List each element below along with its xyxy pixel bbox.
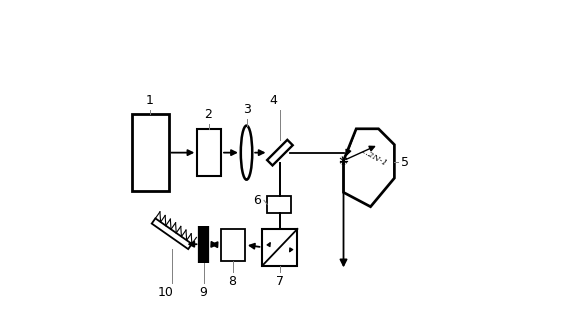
Bar — [262, 229, 297, 266]
Polygon shape — [152, 218, 192, 249]
Text: 7: 7 — [276, 275, 284, 288]
Text: 8: 8 — [228, 275, 236, 288]
Bar — [267, 196, 291, 213]
Text: 1: 1 — [146, 93, 154, 107]
Bar — [197, 129, 221, 176]
Ellipse shape — [241, 126, 252, 180]
Text: 3: 3 — [243, 103, 251, 116]
Text: ...2N-1: ...2N-1 — [359, 147, 388, 168]
Polygon shape — [343, 129, 395, 207]
Polygon shape — [267, 140, 293, 165]
Text: 10: 10 — [158, 286, 173, 299]
Bar — [221, 229, 245, 261]
Text: 5: 5 — [401, 156, 409, 169]
Text: 9: 9 — [200, 286, 208, 299]
Text: 2: 2 — [204, 108, 212, 121]
Text: 4: 4 — [270, 93, 278, 107]
Bar — [132, 114, 168, 191]
Text: 6: 6 — [253, 194, 261, 207]
